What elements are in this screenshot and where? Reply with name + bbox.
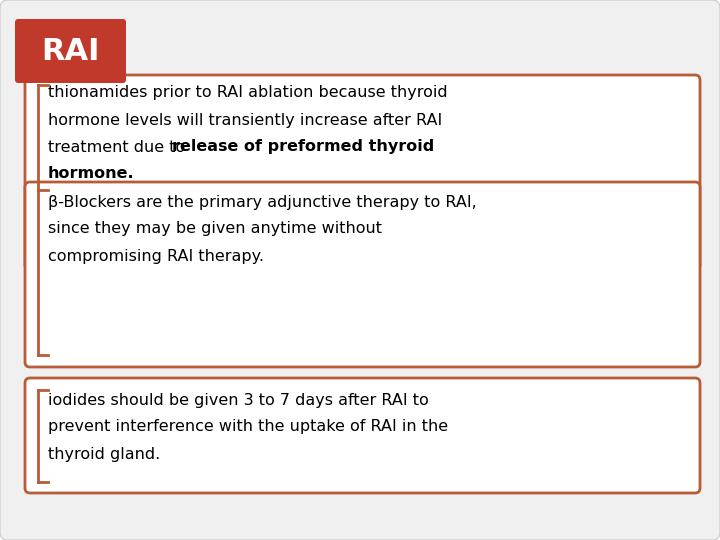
FancyBboxPatch shape <box>25 75 700 270</box>
Text: thionamides prior to RAI ablation because thyroid: thionamides prior to RAI ablation becaus… <box>48 85 448 100</box>
Text: prevent interference with the uptake of RAI in the: prevent interference with the uptake of … <box>48 420 448 435</box>
FancyBboxPatch shape <box>15 19 126 83</box>
FancyBboxPatch shape <box>25 378 700 493</box>
Text: since they may be given anytime without: since they may be given anytime without <box>48 221 382 237</box>
Text: hormone levels will transiently increase after RAI: hormone levels will transiently increase… <box>48 112 442 127</box>
Text: release of preformed thyroid: release of preformed thyroid <box>172 139 434 154</box>
Text: compromising RAI therapy.: compromising RAI therapy. <box>48 248 264 264</box>
FancyBboxPatch shape <box>25 182 700 367</box>
Text: iodides should be given 3 to 7 days after RAI to: iodides should be given 3 to 7 days afte… <box>48 393 428 408</box>
Text: hormone.: hormone. <box>48 166 135 181</box>
Text: RAI: RAI <box>41 37 99 65</box>
Text: treatment due to: treatment due to <box>48 139 190 154</box>
Text: thyroid gland.: thyroid gland. <box>48 447 161 462</box>
Text: β-Blockers are the primary adjunctive therapy to RAI,: β-Blockers are the primary adjunctive th… <box>48 194 477 210</box>
